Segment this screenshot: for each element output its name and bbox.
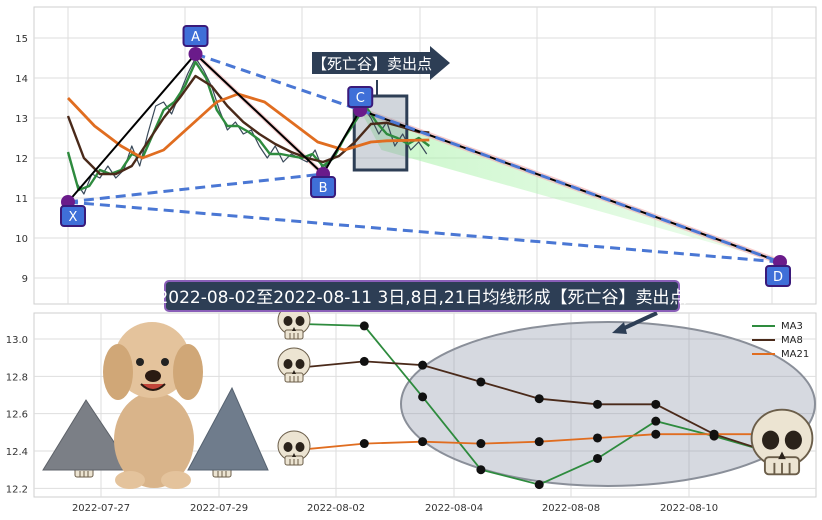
point-label-box xyxy=(182,25,209,47)
ma-y-ticks: 13.0 12.8 12.6 12.4 12.2 xyxy=(6,335,28,495)
price-y-tick-label: 14 xyxy=(15,74,28,85)
pattern-dashed-line xyxy=(359,108,781,264)
ma-ma3-point xyxy=(651,416,661,426)
point-label: A xyxy=(191,30,200,45)
point-label-box xyxy=(310,176,337,198)
mountain-right-icon xyxy=(187,386,269,471)
price-ma8-line xyxy=(66,74,430,176)
pattern-dashed-line xyxy=(195,52,361,112)
ma-x-tick-label: 2022-08-10 xyxy=(660,503,718,514)
ma-ma8-point xyxy=(651,399,661,409)
price-y-tick-label: 15 xyxy=(15,34,28,45)
ma-panel: 13.012.812.612.412.2 2022-07-27 2022-07-2… xyxy=(6,280,817,514)
point-marker xyxy=(188,47,203,61)
ma-x-tick-label: 2022-08-04 xyxy=(425,503,483,514)
price-y-ticks: 15 14 13 12 11 10 9 xyxy=(15,34,28,285)
ma-ma3-point xyxy=(418,392,428,402)
ma-ma3-point xyxy=(593,453,602,463)
ma-y-tick-label: 12.8 xyxy=(6,372,28,383)
point-label: C xyxy=(356,91,365,106)
title-banner: 2022-08-02至2022-08-11 3日,8日,21日均线形成【死亡谷】… xyxy=(157,280,687,312)
ma-x-tick-label: 2022-07-27 xyxy=(72,503,130,514)
price-panel: 15 14 13 12 11 10 9 X A B C D 【死亡谷】卖出点 xyxy=(15,6,817,305)
legend-label-ma8: MA8 xyxy=(781,335,803,346)
skull-icon xyxy=(277,347,311,383)
pattern-dashed-lines xyxy=(67,52,781,264)
point-label-box xyxy=(765,265,791,287)
legend-label-ma3: MA3 xyxy=(781,321,803,332)
price-ma21-line xyxy=(66,92,430,160)
ma-x-tick-label: 2022-08-08 xyxy=(542,503,600,514)
ma-ma21-point xyxy=(709,429,719,439)
ma-ma21-point xyxy=(359,439,369,449)
ellipse-pointer-arrow xyxy=(612,311,658,334)
skull-icon xyxy=(277,430,311,466)
ma-ma21-point xyxy=(534,437,544,447)
ma-ma21-point xyxy=(418,437,428,447)
point-label-box xyxy=(60,205,86,227)
pattern-dashed-line xyxy=(67,172,324,204)
mountain-illustration xyxy=(42,386,269,471)
ma-ma8-point xyxy=(476,377,486,387)
ma-y-tick-label: 13.0 xyxy=(6,335,28,346)
ma-ma21-point xyxy=(651,429,661,439)
price-y-tick-label: 11 xyxy=(15,194,28,205)
title-banner-text: 2022-08-02至2022-08-11 3日,8日,21日均线形成【死亡谷】… xyxy=(157,288,686,308)
ma-series-lines xyxy=(305,321,777,490)
price-y-tick-label: 9 xyxy=(22,274,28,285)
callout-text: 【死亡谷】卖出点 xyxy=(312,55,432,73)
ma-legend: MA3 MA8 MA21 xyxy=(752,321,809,360)
sell-point-callout: 【死亡谷】卖出点 xyxy=(312,46,450,95)
ma-y-tick-label: 12.6 xyxy=(6,410,28,421)
ma-y-tick-label: 12.4 xyxy=(6,447,28,458)
ma-y-tick-label: 12.2 xyxy=(6,484,28,495)
point-label: X xyxy=(69,210,78,225)
price-ma3-line xyxy=(66,60,431,192)
legend-label-ma21: MA21 xyxy=(781,349,809,360)
ma-ma21-point xyxy=(476,439,486,449)
price-y-tick-label: 13 xyxy=(15,114,28,125)
ma-ma3-point xyxy=(476,465,486,475)
skull-icon xyxy=(750,408,814,476)
callout-arrow-shape xyxy=(312,46,450,80)
title-banner-box xyxy=(164,280,680,312)
ma-x-tick-label: 2022-08-02 xyxy=(307,503,365,514)
point-label-box xyxy=(347,86,374,108)
pattern-point-markers: X A B C D xyxy=(60,25,791,287)
pattern-dashed-line xyxy=(67,200,781,264)
ma-x-tick-label: 2022-07-29 xyxy=(190,503,248,514)
ma-ma8-point xyxy=(359,356,369,366)
ma-ma8-point xyxy=(534,394,544,404)
ma-ma3-point xyxy=(359,321,369,331)
price-y-tick-label: 12 xyxy=(15,154,28,165)
ma-ma8-point xyxy=(418,360,428,370)
price-y-tick-label: 10 xyxy=(15,234,28,245)
ma-ma21-point xyxy=(593,433,602,443)
ma-x-ticks: 2022-07-27 2022-07-29 2022-08-02 2022-08-04… xyxy=(72,503,718,514)
poodle-dog-icon xyxy=(103,322,203,489)
point-label: D xyxy=(773,270,783,285)
point-label: B xyxy=(319,181,328,196)
ma-ma3-point xyxy=(534,480,544,490)
ma-ma8-point xyxy=(593,399,602,409)
